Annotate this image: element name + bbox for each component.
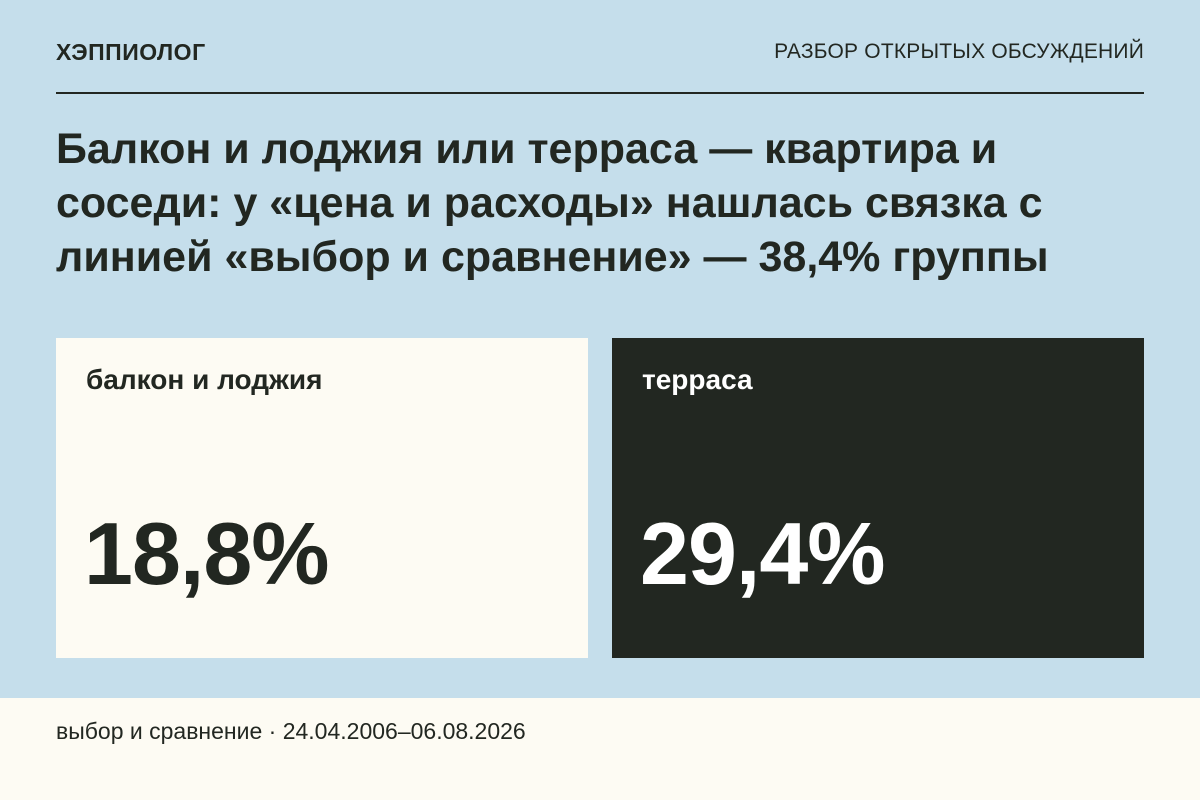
stat-card-value: 29,4% (640, 504, 886, 603)
header: ХЭППИОЛОГ РАЗБОР ОТКРЫТЫХ ОБСУЖДЕНИЙ (56, 36, 1144, 68)
section-title: РАЗБОР ОТКРЫТЫХ ОБСУЖДЕНИЙ (774, 40, 1144, 63)
footer: выбор и сравнение · 24.04.2006–06.08.202… (0, 698, 1200, 800)
brand-logo-text[interactable]: ХЭППИОЛОГ (56, 38, 206, 65)
headline: Балкон и лоджия или терраса — квартира и… (56, 125, 1049, 281)
footer-caption: выбор и сравнение · 24.04.2006–06.08.202… (56, 718, 526, 744)
stat-card-label: балкон и лоджия (86, 364, 323, 395)
stat-card-label: терраса (642, 364, 753, 395)
stat-card-terrace: терраса 29,4% (612, 338, 1144, 658)
header-divider (56, 92, 1144, 94)
stat-card-value: 18,8% (84, 504, 330, 603)
stat-card-balcony: балкон и лоджия 18,8% (56, 338, 588, 658)
